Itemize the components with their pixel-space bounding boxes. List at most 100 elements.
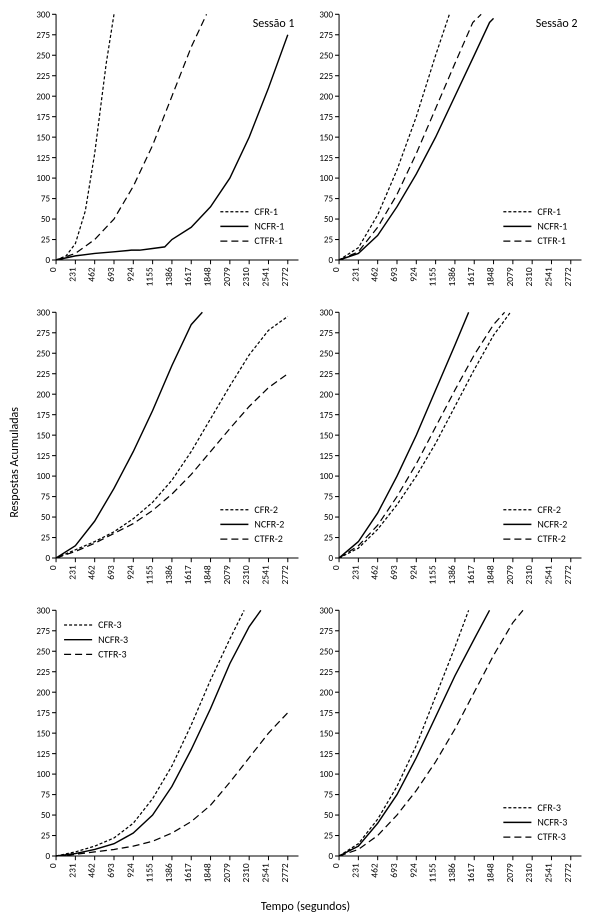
legend-label: NCFR-2 (254, 517, 284, 530)
series-line-ctfr (339, 610, 523, 856)
x-tick-label: 1386 (447, 863, 458, 882)
x-tick-label: 1386 (447, 267, 458, 286)
chart-panel-s2r3: 0255075100125150175200225250275300023146… (307, 604, 588, 898)
y-tick-label: 250 (36, 646, 50, 657)
series-line-ncfr (339, 312, 469, 558)
y-tick-label: 150 (36, 132, 50, 143)
x-tick-label: 1386 (164, 267, 175, 286)
legend-label: CFR-3 (98, 618, 122, 631)
y-tick-label: 50 (323, 810, 332, 821)
x-tick-label: 462 (87, 267, 98, 282)
x-tick-label: 2079 (222, 565, 233, 584)
y-tick-label: 0 (328, 255, 333, 266)
y-tick-label: 300 (319, 307, 333, 318)
x-tick-label: 1617 (183, 267, 194, 286)
y-tick-label: 100 (36, 769, 50, 780)
x-tick-label: 2310 (241, 565, 252, 584)
legend-label: NCFR-3 (537, 815, 567, 828)
x-tick-label: 0 (331, 267, 342, 272)
y-tick-label: 75 (323, 492, 332, 503)
series-line-ctfr (339, 14, 481, 260)
y-tick-label: 125 (36, 749, 50, 760)
y-tick-label: 100 (36, 471, 50, 482)
y-tick-label: 175 (319, 410, 333, 421)
x-tick-label: 231 (350, 565, 361, 580)
y-tick-label: 50 (323, 214, 332, 225)
y-tick-label: 25 (41, 532, 50, 543)
y-tick-label: 125 (319, 451, 333, 462)
x-tick-label: 0 (48, 267, 59, 272)
legend-label: CFR-2 (254, 503, 278, 516)
y-tick-label: 150 (319, 132, 333, 143)
y-tick-label: 0 (328, 553, 333, 564)
series-line-ncfr (339, 18, 493, 260)
x-tick-label: 1617 (466, 863, 477, 882)
x-tick-label: 2541 (261, 863, 272, 882)
x-tick-label: 1617 (466, 267, 477, 286)
x-tick-label: 1155 (427, 863, 438, 882)
x-tick-label: 231 (350, 267, 361, 282)
y-tick-label: 50 (41, 810, 50, 821)
y-tick-label: 0 (45, 851, 50, 862)
x-tick-label: 2541 (261, 565, 272, 584)
legend-label: CTFR-3 (98, 647, 126, 660)
x-tick-label: 693 (389, 267, 400, 282)
x-tick-label: 1386 (164, 565, 175, 584)
y-tick-label: 75 (41, 194, 50, 205)
x-tick-label: 1848 (485, 565, 496, 584)
chart-panel-s1r2: 0255075100125150175200225250275300023146… (24, 306, 305, 600)
series-line-cfr (339, 312, 510, 558)
x-tick-label: 1155 (427, 267, 438, 286)
y-tick-label: 150 (319, 728, 333, 739)
y-tick-label: 175 (36, 410, 50, 421)
y-tick-label: 250 (319, 348, 333, 359)
x-tick-label: 2310 (524, 267, 535, 286)
y-tick-label: 0 (45, 553, 50, 564)
x-tick-label: 231 (350, 863, 361, 878)
series-line-cfr (339, 14, 449, 260)
x-tick-label: 0 (331, 863, 342, 868)
legend-label: CTFR-3 (537, 830, 565, 843)
x-tick-label: 1386 (164, 863, 175, 882)
x-tick-label: 0 (48, 863, 59, 868)
x-tick-label: 2541 (543, 267, 554, 286)
y-tick-label: 225 (36, 369, 50, 380)
x-tick-label: 0 (331, 565, 342, 570)
x-tick-label: 2541 (261, 267, 272, 286)
x-tick-label: 2310 (524, 565, 535, 584)
y-tick-label: 200 (36, 687, 50, 698)
y-tick-label: 225 (36, 667, 50, 678)
series-line-ctfr (339, 312, 505, 558)
chart-grid: 0 25 50 75 100 125 150 175 200 225 250 275 300 0 231 46… (24, 8, 587, 898)
y-tick-label: 250 (36, 348, 50, 359)
series-line-ctfr (56, 14, 206, 260)
y-tick-label: 150 (36, 728, 50, 739)
y-tick-label: 100 (319, 471, 333, 482)
y-tick-label: 250 (319, 50, 333, 61)
series-line-cfr (56, 610, 244, 856)
chart-panel-s1r3: 0255075100125150175200225250275300023146… (24, 604, 305, 898)
x-tick-label: 924 (408, 565, 419, 580)
x-tick-label: 462 (369, 863, 380, 878)
y-tick-label: 275 (319, 626, 333, 637)
y-tick-label: 175 (319, 708, 333, 719)
x-tick-label: 2541 (543, 863, 554, 882)
x-tick-label: 693 (389, 565, 400, 580)
series-line-ctfr (56, 713, 288, 856)
x-tick-label: 2772 (280, 267, 291, 286)
x-tick-label: 1617 (183, 863, 194, 882)
x-tick-label: 693 (106, 565, 117, 580)
y-tick-label: 275 (36, 328, 50, 339)
y-tick-label: 275 (36, 626, 50, 637)
y-tick-label: 75 (41, 492, 50, 503)
x-tick-label: 231 (68, 267, 79, 282)
y-tick-label: 275 (319, 328, 333, 339)
y-tick-label: 125 (36, 451, 50, 462)
legend-label: NCFR-1 (254, 219, 284, 232)
y-tick-label: 200 (319, 687, 333, 698)
y-tick-label: 75 (323, 194, 332, 205)
series-line-ncfr (56, 610, 261, 856)
legend-label: CTFR-1 (254, 234, 282, 247)
x-tick-label: 1848 (203, 565, 214, 584)
x-tick-label: 462 (369, 267, 380, 282)
